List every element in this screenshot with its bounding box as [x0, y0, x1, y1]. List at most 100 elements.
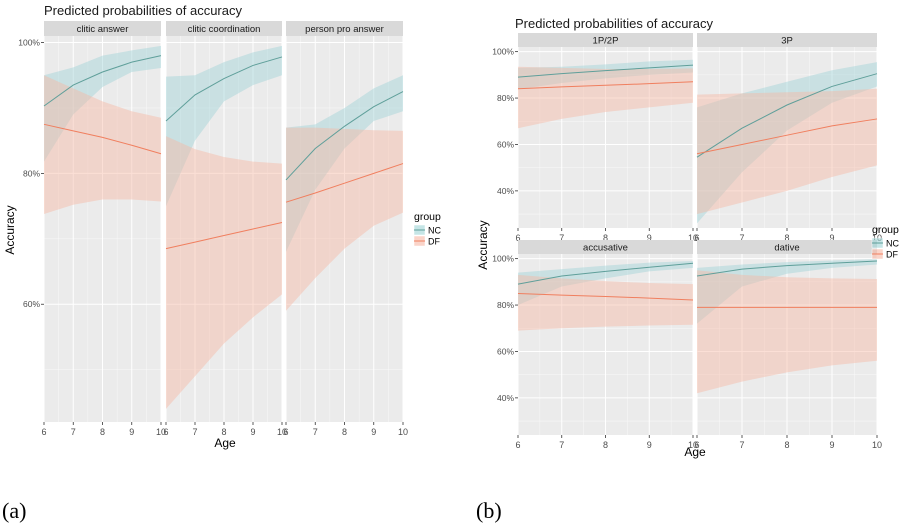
x-tick-label: 8 — [784, 440, 789, 450]
x-tick-label: 7 — [739, 233, 744, 243]
y-tick-label: 40% — [497, 393, 514, 403]
x-tick-label: 10 — [688, 440, 698, 450]
series-line-df — [43, 123, 162, 155]
chart-b-facet-1p-2p: 1P/2P 40% 60% 80% 100% 6 7 8 9 10 — [492, 33, 698, 243]
chart-a-facet-clitic-answer: clitic answer 60% 80% 100% 6 7 8 9 10 — [18, 21, 166, 437]
y-tick-label: 100% — [492, 47, 514, 57]
facet-strip — [518, 33, 693, 47]
facet-strip — [286, 21, 403, 36]
legend-label-df: DF — [886, 250, 898, 260]
series-line-df — [517, 292, 694, 301]
facet-strip — [166, 21, 282, 36]
facet-strip-label: person pro answer — [305, 24, 384, 35]
x-tick-label: 7 — [559, 440, 564, 450]
series-line-nc — [696, 73, 878, 158]
legend-label-nc: NC — [886, 239, 899, 249]
y-tick-label: 60% — [497, 139, 514, 149]
x-tick-label: 10 — [872, 440, 882, 450]
y-tick-label: 80% — [497, 300, 514, 310]
facet-strip — [697, 240, 877, 254]
x-tick-label: 9 — [829, 440, 834, 450]
x-tick-label: 7 — [71, 427, 76, 437]
x-tick-label: 6 — [515, 233, 520, 243]
chart-b-x-axis-label: Age — [684, 445, 706, 459]
y-tick-label: 100% — [18, 38, 40, 48]
x-tick-label: 9 — [129, 427, 134, 437]
x-tick-label: 10 — [398, 427, 408, 437]
x-tick-label: 8 — [784, 233, 789, 243]
chart-a-facet-clitic-coordination: clitic coordination 6 7 8 9 10 — [163, 21, 287, 437]
facet-strip-label: dative — [774, 243, 799, 254]
y-tick-label: 60% — [497, 346, 514, 356]
x-tick-label: 6 — [41, 427, 46, 437]
caption-b: (b) — [476, 498, 502, 523]
chart-b-facet-3p: 3P678910 — [694, 33, 882, 243]
confidence-band-nc — [697, 62, 877, 224]
x-tick-label: 8 — [100, 427, 105, 437]
series-line-nc — [517, 64, 694, 78]
caption-a: (a) — [2, 498, 27, 523]
chart-b-y-axis-label: Accuracy — [476, 220, 490, 269]
series-line-df — [696, 118, 878, 155]
x-tick-label: 7 — [739, 440, 744, 450]
facet-strip — [518, 240, 693, 254]
x-tick-label: 6 — [694, 233, 699, 243]
chart-b-facet-dative: dative 6 7 8 9 10 — [694, 240, 882, 450]
series-line-nc — [696, 260, 878, 277]
chart-a-x-axis-label: Age — [214, 436, 236, 450]
x-tick-label: 9 — [647, 233, 652, 243]
facet-strip-label: accusative — [583, 243, 628, 254]
legend-label-nc: NC — [428, 226, 441, 236]
series-line-nc — [43, 55, 162, 107]
y-tick-label: 80% — [497, 93, 514, 103]
x-tick-label: 8 — [603, 233, 608, 243]
chart-b-title: Predicted probabilities of accuracy — [515, 16, 713, 31]
confidence-band-df — [697, 270, 877, 394]
x-tick-label: 8 — [342, 427, 347, 437]
y-tick-label: 60% — [23, 299, 40, 309]
x-tick-label: 7 — [313, 427, 318, 437]
confidence-band-nc — [44, 45, 161, 162]
y-tick-label: 100% — [492, 254, 514, 264]
confidence-band-df — [697, 88, 877, 215]
series-line-df — [285, 163, 404, 203]
series-line-nc — [285, 91, 404, 181]
x-tick-label: 6 — [163, 427, 168, 437]
chart-b-facet-accusative: accusative 40% 60% 80% 100% 6 7 8 9 10 — [492, 240, 698, 450]
x-tick-label: 6 — [515, 440, 520, 450]
x-tick-label: 9 — [371, 427, 376, 437]
confidence-band-df — [44, 75, 161, 214]
chart-a-title: Predicted probabilities of accuracy — [44, 3, 242, 18]
x-tick-label: 10 — [277, 427, 287, 437]
x-tick-label: 9 — [250, 427, 255, 437]
series-line-df — [165, 221, 283, 250]
confidence-band-nc — [518, 59, 693, 90]
x-tick-label: 7 — [559, 233, 564, 243]
x-tick-label: 7 — [192, 427, 197, 437]
facet-strip-label: clitic coordination — [188, 24, 261, 35]
x-tick-label: 6 — [694, 440, 699, 450]
legend-title: group — [414, 211, 441, 223]
confidence-band-nc — [518, 260, 693, 306]
chart-a-facet-person-pro-answer: person pro answer 6 7 8 9 10 — [283, 21, 408, 437]
series-line-nc — [517, 262, 694, 285]
x-tick-label: 8 — [603, 440, 608, 450]
confidence-band-df — [166, 136, 282, 409]
facet-strip — [697, 33, 877, 47]
series-line-df — [517, 81, 694, 90]
series-line-nc — [165, 56, 283, 122]
x-tick-label: 9 — [647, 440, 652, 450]
legend-title: group — [872, 224, 899, 236]
facet-strip — [44, 21, 161, 36]
legend-label-df: DF — [428, 237, 440, 247]
confidence-band-nc — [697, 259, 877, 324]
facet-strip-label: 1P/2P — [593, 36, 619, 47]
x-tick-label: 10 — [156, 427, 166, 437]
y-tick-label: 80% — [23, 168, 40, 178]
x-tick-label: 6 — [283, 427, 288, 437]
facet-strip-label: 3P — [781, 36, 793, 47]
x-tick-label: 8 — [221, 427, 226, 437]
